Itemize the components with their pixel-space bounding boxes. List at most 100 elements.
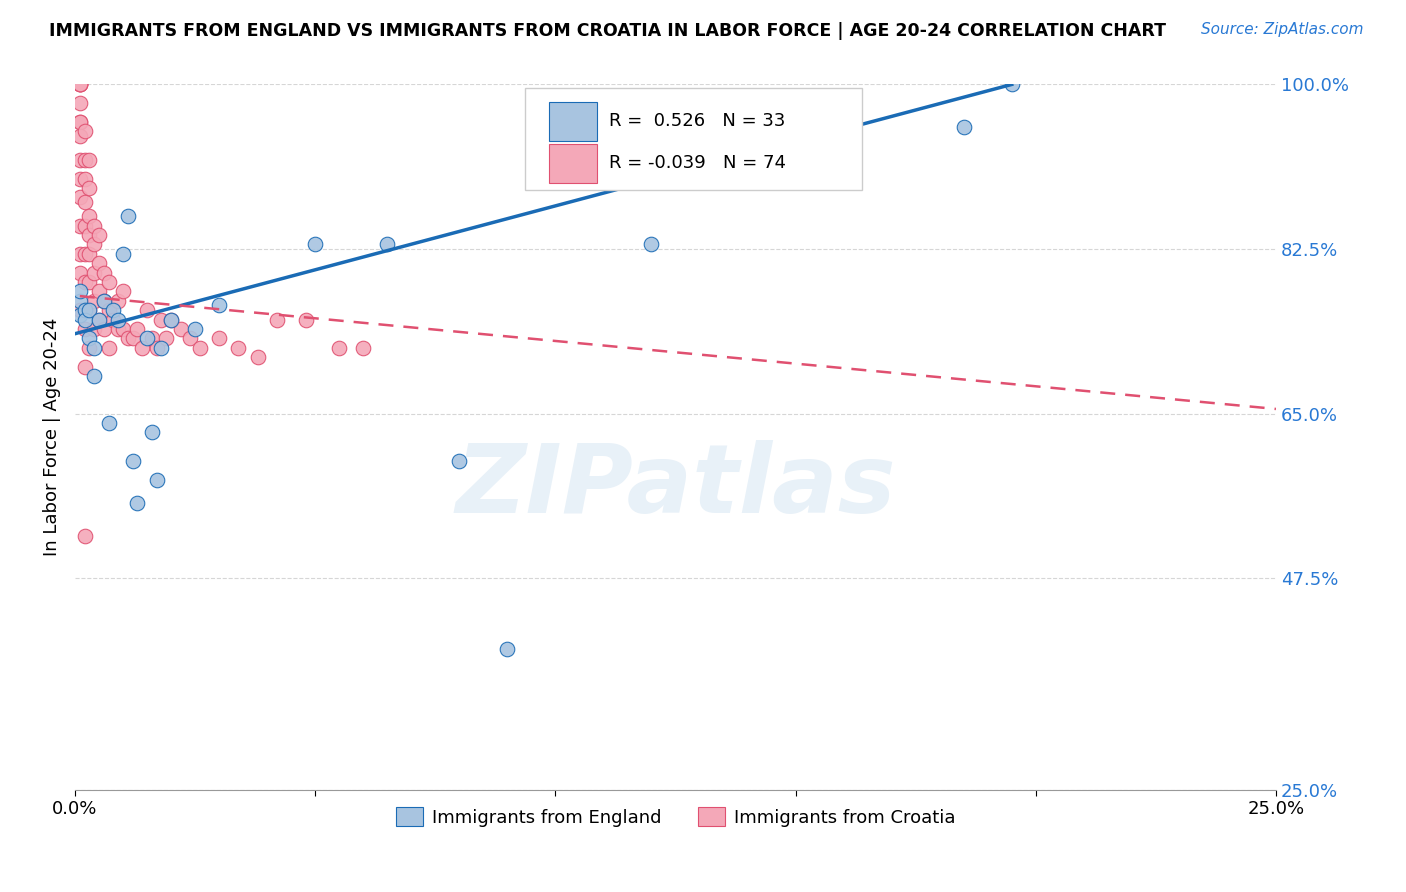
FancyBboxPatch shape (526, 88, 862, 190)
Point (87, 256, 110, 270)
Point (294, 312, 316, 326)
Point (112, 246, 135, 260)
Point (73, 303, 96, 318)
Point (117, 331, 139, 345)
Point (496, 641, 519, 656)
Point (352, 341, 374, 355)
Point (208, 331, 231, 345)
Point (79, 341, 101, 355)
Text: Source: ZipAtlas.com: Source: ZipAtlas.com (1201, 22, 1364, 37)
Point (69, 190, 91, 204)
Point (69, 246, 91, 260)
FancyBboxPatch shape (550, 145, 598, 183)
Point (73, 153, 96, 167)
Point (375, 237, 398, 252)
Point (69, 96, 91, 111)
Point (73, 359, 96, 374)
Point (83, 293, 105, 308)
Point (83, 341, 105, 355)
Point (1001, 78, 1024, 92)
Point (117, 209, 139, 223)
Point (121, 453, 143, 467)
Point (69, 129, 91, 144)
Point (97, 341, 120, 355)
Point (73, 303, 96, 318)
Point (304, 237, 326, 252)
Point (69, 266, 91, 280)
Point (107, 322, 129, 336)
Point (83, 237, 105, 252)
Point (103, 303, 125, 318)
Point (69, 219, 91, 233)
Legend: Immigrants from England, Immigrants from Croatia: Immigrants from England, Immigrants from… (388, 800, 962, 834)
Text: R = -0.039   N = 74: R = -0.039 N = 74 (609, 154, 786, 172)
Point (73, 124, 96, 138)
Point (121, 331, 143, 345)
Point (246, 350, 269, 364)
Point (73, 529, 96, 543)
Point (83, 369, 105, 384)
Point (73, 312, 96, 326)
Point (184, 322, 207, 336)
Point (449, 453, 471, 467)
Point (150, 341, 173, 355)
Point (266, 312, 288, 326)
Point (103, 312, 125, 326)
Point (952, 120, 974, 134)
Point (69, 78, 91, 92)
Point (160, 312, 183, 326)
Point (73, 219, 96, 233)
Point (69, 78, 91, 92)
Point (97, 275, 120, 289)
Point (808, 96, 831, 111)
Point (141, 425, 163, 440)
Point (69, 285, 91, 299)
FancyBboxPatch shape (550, 102, 598, 141)
Point (136, 303, 159, 318)
Point (73, 275, 96, 289)
Point (79, 303, 101, 318)
Point (179, 331, 201, 345)
Point (73, 322, 96, 336)
Point (107, 293, 129, 308)
Point (127, 496, 149, 510)
Point (107, 312, 129, 326)
Point (69, 293, 91, 308)
Point (83, 322, 105, 336)
Point (69, 115, 91, 129)
Point (73, 171, 96, 186)
Point (328, 341, 350, 355)
Point (97, 416, 120, 430)
Point (79, 227, 101, 242)
Point (79, 303, 101, 318)
Text: IMMIGRANTS FROM ENGLAND VS IMMIGRANTS FROM CROATIA IN LABOR FORCE | AGE 20-24 CO: IMMIGRANTS FROM ENGLAND VS IMMIGRANTS FR… (49, 22, 1166, 40)
Point (87, 285, 110, 299)
Point (83, 219, 105, 233)
Point (79, 209, 101, 223)
Point (93, 266, 115, 280)
Point (69, 78, 91, 92)
Point (640, 237, 662, 252)
Point (69, 308, 91, 322)
Point (127, 322, 149, 336)
Point (160, 312, 183, 326)
Point (112, 285, 135, 299)
Point (112, 322, 135, 336)
Point (208, 298, 231, 312)
Point (93, 293, 115, 308)
Point (87, 312, 110, 326)
Point (69, 78, 91, 92)
Point (228, 341, 250, 355)
Point (69, 115, 91, 129)
Point (83, 266, 105, 280)
Point (131, 341, 153, 355)
Point (79, 181, 101, 195)
Point (145, 341, 167, 355)
Point (79, 153, 101, 167)
Point (136, 331, 159, 345)
Point (145, 473, 167, 487)
Text: ZIPatlas: ZIPatlas (456, 440, 896, 533)
Point (73, 194, 96, 209)
Point (79, 331, 101, 345)
Point (69, 153, 91, 167)
